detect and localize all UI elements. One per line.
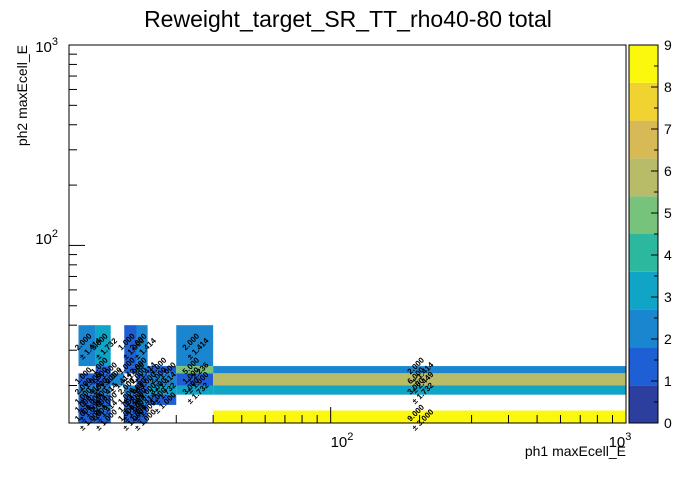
heatmap-cell: [78, 373, 96, 386]
heatmap-cell: [95, 394, 111, 405]
color-scale-tick-label: 2: [664, 331, 672, 347]
heatmap-cell: [95, 366, 111, 374]
heatmap-cell: [213, 373, 626, 386]
color-scale-tick-label: 4: [664, 247, 672, 263]
heatmap-cells: [78, 325, 626, 423]
color-scale-swatch: [629, 196, 658, 234]
color-scale: [629, 45, 658, 423]
svg-text:103: 103: [35, 36, 58, 56]
heatmap-cell: [95, 410, 111, 423]
heatmap-cell: [95, 404, 111, 411]
svg-text:102: 102: [35, 228, 58, 248]
heatmap-cell: [136, 366, 148, 374]
color-scale-tick-label: 0: [664, 415, 672, 431]
heatmap-cell: [95, 385, 111, 395]
color-scale-swatch: [629, 120, 658, 159]
heatmap-cell: [147, 366, 177, 374]
heatmap-cell: [124, 410, 137, 423]
heatmap-cell: [136, 325, 148, 367]
color-scale-swatch: [629, 45, 658, 83]
heatmap-cell: [95, 325, 111, 367]
heatmap-cell: [136, 404, 148, 411]
heatmap-cell: [78, 410, 96, 423]
heatmap-cell: [95, 373, 111, 386]
color-scale-swatch: [629, 234, 658, 272]
heatmap-cell: [136, 394, 148, 405]
color-scale-swatch: [629, 271, 658, 310]
plot-frame: [68, 44, 627, 424]
heatmap-cell: [136, 410, 148, 423]
heatmap-cell: [176, 385, 214, 395]
heatmap-cell: [213, 385, 626, 395]
heatmap-cell: [124, 366, 137, 374]
y-tick-label-1000: 103: [35, 36, 58, 56]
heatmap-cell: [147, 394, 177, 405]
heatmap-cell: [176, 325, 214, 367]
heatmap-cell: [124, 404, 137, 411]
heatmap-cell: [213, 366, 626, 374]
chart-title: Reweight_target_SR_TT_rho40-80 total: [144, 6, 552, 32]
color-scale-swatch: [629, 385, 658, 423]
heatmap-cell: [124, 325, 137, 367]
svg-text:102: 102: [331, 431, 354, 451]
y-axis-title: ph2 maxEcell_E: [14, 45, 30, 146]
heatmap-cell: [147, 373, 177, 386]
color-scale-swatch: [629, 309, 658, 348]
heatmap-cell: [124, 394, 137, 405]
heatmap-cell: [78, 385, 96, 395]
x-axis-title: ph1 maxEcell_E: [525, 443, 626, 459]
svg-text:103: 103: [609, 431, 632, 451]
color-scale-swatch: [629, 82, 658, 121]
color-scale-tick-label: 6: [664, 163, 672, 179]
color-scale-swatch: [629, 347, 658, 386]
heatmap-cell: [147, 385, 177, 395]
x-tick-label-100: 102: [331, 431, 354, 451]
color-scale-tick-label: 1: [664, 373, 672, 389]
color-scale-ticks: 0 1 2 3 4 5 6 7 8 9: [651, 37, 672, 431]
color-scale-tick-label: 5: [664, 205, 672, 221]
color-scale-tick-label: 7: [664, 121, 672, 137]
heatmap-cell: [78, 394, 96, 405]
color-scale-swatch: [629, 158, 658, 197]
axis-ticks: [69, 44, 627, 423]
heatmap-cell: [136, 385, 148, 395]
y-tick-label-100: 102: [35, 228, 58, 248]
heatmap-cell: [78, 404, 96, 411]
color-scale-tick-label: 8: [664, 79, 672, 95]
color-scale-tick-label: 3: [664, 289, 672, 305]
x-tick-label-1000: 103: [609, 431, 632, 451]
heatmap-cell: [176, 366, 214, 374]
heatmap-cell: [176, 373, 214, 386]
heatmap-cell: [110, 373, 125, 386]
heatmap-cell: [78, 325, 96, 367]
heatmap-cell: [124, 385, 137, 395]
heatmap-cell: [136, 373, 148, 386]
color-scale-tick-label: 9: [664, 37, 672, 53]
